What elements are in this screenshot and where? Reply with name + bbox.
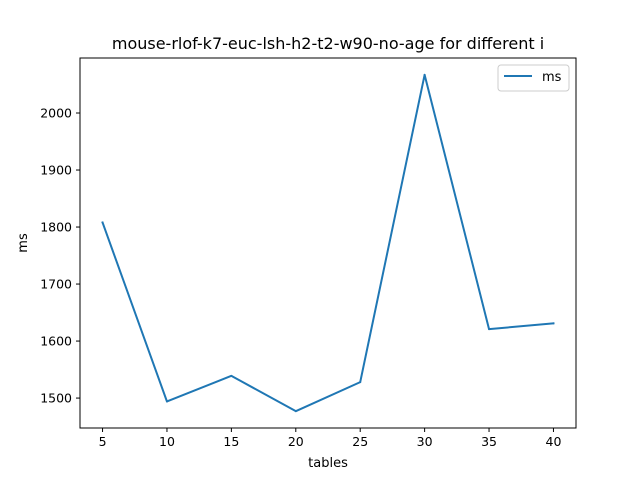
x-tick-label: 15 bbox=[223, 434, 239, 449]
plot-area bbox=[79, 57, 577, 429]
legend-label: ms bbox=[542, 70, 562, 85]
y-tick-label: 1500 bbox=[40, 391, 72, 406]
data-point bbox=[101, 221, 104, 224]
x-tick-label: 40 bbox=[546, 434, 562, 449]
legend: ms bbox=[497, 64, 570, 92]
data-point bbox=[230, 374, 233, 377]
chart-title: mouse-rlof-k7-euc-lsh-h2-t2-w90-no-age f… bbox=[112, 34, 544, 53]
y-tick-label: 1700 bbox=[40, 277, 72, 292]
x-axis-label: tables bbox=[308, 456, 348, 471]
y-tick-label: 2000 bbox=[40, 106, 72, 121]
data-point bbox=[294, 410, 297, 413]
y-axis: 1500 1600 1700 1800 1900 2000 bbox=[40, 106, 80, 406]
y-tick-label: 1900 bbox=[40, 163, 72, 178]
data-point bbox=[165, 400, 168, 403]
legend-box bbox=[497, 64, 570, 92]
x-tick-label: 20 bbox=[288, 434, 304, 449]
x-axis: 5 10 15 20 25 30 35 40 bbox=[99, 428, 562, 449]
data-point bbox=[488, 328, 491, 331]
data-point bbox=[359, 381, 362, 384]
x-tick-label: 5 bbox=[99, 434, 107, 449]
series-layer bbox=[101, 73, 555, 413]
x-tick-label: 10 bbox=[159, 434, 175, 449]
series-line bbox=[101, 73, 555, 413]
x-tick-label: 25 bbox=[352, 434, 368, 449]
x-tick-label: 35 bbox=[481, 434, 497, 449]
y-tick-label: 1800 bbox=[40, 220, 72, 235]
y-tick-label: 1600 bbox=[40, 334, 72, 349]
data-point bbox=[552, 322, 555, 325]
x-tick-label: 30 bbox=[417, 434, 433, 449]
y-axis-label: ms bbox=[16, 233, 31, 253]
data-point bbox=[423, 73, 426, 76]
